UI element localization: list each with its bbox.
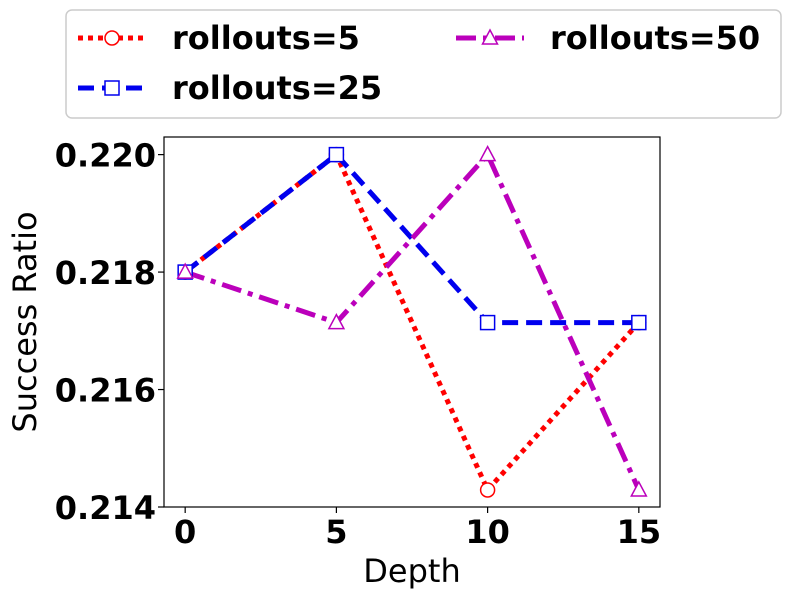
data-point-rollouts=50 xyxy=(176,262,194,279)
x-axis: 0 5 10 15 xyxy=(174,507,661,551)
x-tick-label: 0 xyxy=(174,513,196,551)
data-point-rollouts=50 xyxy=(630,480,648,497)
plot-area xyxy=(163,136,661,508)
data-point-rollouts=25 xyxy=(328,146,345,163)
y-tick-label: 0.216 xyxy=(55,372,156,410)
y-tick-label: 0.218 xyxy=(55,254,156,292)
x-tick-label: 10 xyxy=(465,513,510,551)
legend-label: rollouts=50 xyxy=(550,19,760,57)
series-line-rollouts=50 xyxy=(184,150,642,491)
legend-label: rollouts=5 xyxy=(172,19,360,57)
x-tick-label: 15 xyxy=(617,513,662,551)
data-point-rollouts=25 xyxy=(479,314,496,331)
legend-marker-rollouts=25 xyxy=(104,80,120,96)
y-axis: 0.214 0.216 0.218 0.220 xyxy=(55,137,164,527)
legend-frame xyxy=(65,9,782,119)
x-axis-title: Depth xyxy=(363,552,460,590)
y-tick-label: 0.220 xyxy=(55,137,156,175)
series-line-rollouts=25 xyxy=(183,151,639,326)
data-point-rollouts=25 xyxy=(631,314,647,331)
y-tick-label: 0.214 xyxy=(55,489,156,527)
data-point-rollouts=50 xyxy=(327,312,346,330)
data-point-rollouts=50 xyxy=(478,145,497,162)
legend-marker-rollouts=5 xyxy=(104,30,120,46)
legend-label: rollouts=25 xyxy=(172,69,382,107)
legend: rollouts=5 rollouts=25 rollouts=50 xyxy=(65,9,782,119)
data-point-rollouts=5 xyxy=(479,482,496,498)
y-axis-title: Success Ratio xyxy=(6,211,44,432)
legend-marker-rollouts=50 xyxy=(481,28,499,45)
series-line-rollouts=5 xyxy=(183,150,641,495)
x-tick-label: 5 xyxy=(325,513,347,551)
